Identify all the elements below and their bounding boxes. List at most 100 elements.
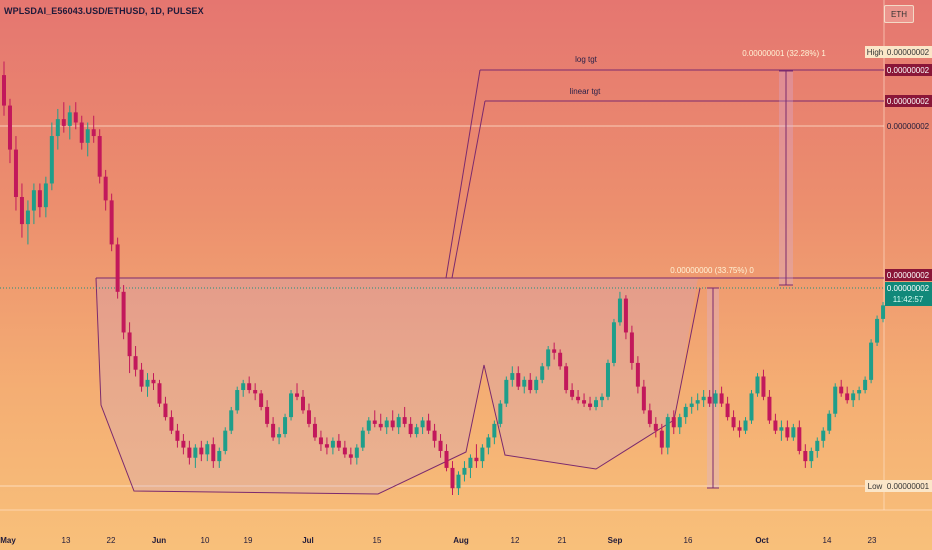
grid-lines xyxy=(0,0,932,511)
candle-body xyxy=(13,149,18,197)
low-value-text: 0.00000001 xyxy=(887,482,930,491)
candle xyxy=(295,383,300,401)
candle xyxy=(468,454,473,479)
candle-body xyxy=(133,356,138,370)
candle xyxy=(665,413,670,455)
candle-body xyxy=(444,450,449,468)
candle xyxy=(510,366,515,387)
candle xyxy=(881,301,886,323)
candle-body xyxy=(366,420,371,431)
candle-body xyxy=(91,129,96,137)
candle xyxy=(791,423,796,441)
candle-body xyxy=(881,305,886,319)
candle xyxy=(289,390,294,421)
candle xyxy=(390,410,395,431)
candle-body xyxy=(851,393,856,401)
candle-body xyxy=(558,352,563,367)
candle xyxy=(797,420,802,455)
x-tick-label: Aug xyxy=(453,536,469,545)
candle-body xyxy=(247,383,252,391)
candle-body xyxy=(289,393,294,418)
candle xyxy=(91,115,96,143)
candle xyxy=(348,447,353,465)
candle xyxy=(97,129,102,184)
candle xyxy=(199,440,204,462)
candle xyxy=(253,383,258,401)
x-tick-label: Jun xyxy=(152,536,166,545)
candle xyxy=(25,200,30,245)
candle-body xyxy=(564,366,569,391)
candle xyxy=(875,315,880,346)
measure-bottom-label: 0.00000000 (33.75%) 0 xyxy=(670,266,754,275)
candle-body xyxy=(600,396,604,401)
candle xyxy=(7,98,12,164)
candle-body xyxy=(121,291,126,333)
high-value-text: 0.00000002 xyxy=(887,48,930,57)
candle xyxy=(689,396,694,414)
candle xyxy=(779,420,784,441)
candle-body xyxy=(857,390,862,394)
candle xyxy=(755,373,760,397)
candle xyxy=(701,390,706,407)
candle xyxy=(635,356,640,394)
x-tick-label: 23 xyxy=(868,536,877,545)
candle-body xyxy=(875,318,880,343)
candle-body xyxy=(223,430,228,451)
candle xyxy=(462,461,467,482)
candle-body xyxy=(516,373,521,387)
candle-body xyxy=(552,349,557,353)
candle-body xyxy=(187,447,192,458)
candle-body xyxy=(779,427,784,431)
candle-body xyxy=(199,447,204,455)
candle xyxy=(61,102,66,133)
candle-body xyxy=(85,129,90,143)
candle xyxy=(37,183,42,218)
candle-body xyxy=(7,105,12,150)
candle xyxy=(552,342,557,360)
candle-body xyxy=(623,298,628,333)
candle-body xyxy=(360,430,365,448)
candle-body xyxy=(205,444,210,455)
candle xyxy=(55,108,60,150)
candle-body xyxy=(37,190,42,208)
candle xyxy=(498,400,503,428)
x-tick-label: May xyxy=(0,536,16,545)
high-tag-text: High xyxy=(867,48,883,57)
candle-body xyxy=(49,136,54,184)
candle-body xyxy=(55,119,60,137)
candle-body xyxy=(283,417,288,435)
candle xyxy=(205,440,210,462)
candle-body xyxy=(761,376,766,397)
candle-body xyxy=(582,400,587,404)
candle-body xyxy=(25,210,30,225)
candle xyxy=(641,379,646,414)
candle-body xyxy=(462,467,467,475)
x-tick-label: 12 xyxy=(511,536,520,545)
candle xyxy=(247,376,252,394)
candle xyxy=(163,396,168,421)
x-tick-label: 21 xyxy=(558,536,567,545)
candle-body xyxy=(414,427,419,435)
candle-body xyxy=(330,440,335,448)
annotations: log tgt linear tgt 0.00000001 (32.28%) 1 0.… xyxy=(570,49,827,275)
candle xyxy=(695,393,700,411)
candle-body xyxy=(354,447,359,458)
candle xyxy=(408,417,413,438)
candle-body xyxy=(540,366,545,380)
candle-body xyxy=(731,417,736,428)
candle-body xyxy=(127,332,132,357)
candle-body xyxy=(528,379,533,391)
candle xyxy=(283,413,288,438)
x-tick-label: Jul xyxy=(302,536,314,545)
candle-body xyxy=(43,183,48,208)
candle-body xyxy=(803,450,808,462)
linear-target-label: linear tgt xyxy=(570,87,601,96)
candle-body xyxy=(671,417,676,428)
candle xyxy=(145,373,150,397)
candle-body xyxy=(277,434,282,438)
candle xyxy=(659,423,664,455)
candle-body xyxy=(103,176,108,201)
candle-body xyxy=(342,447,347,455)
